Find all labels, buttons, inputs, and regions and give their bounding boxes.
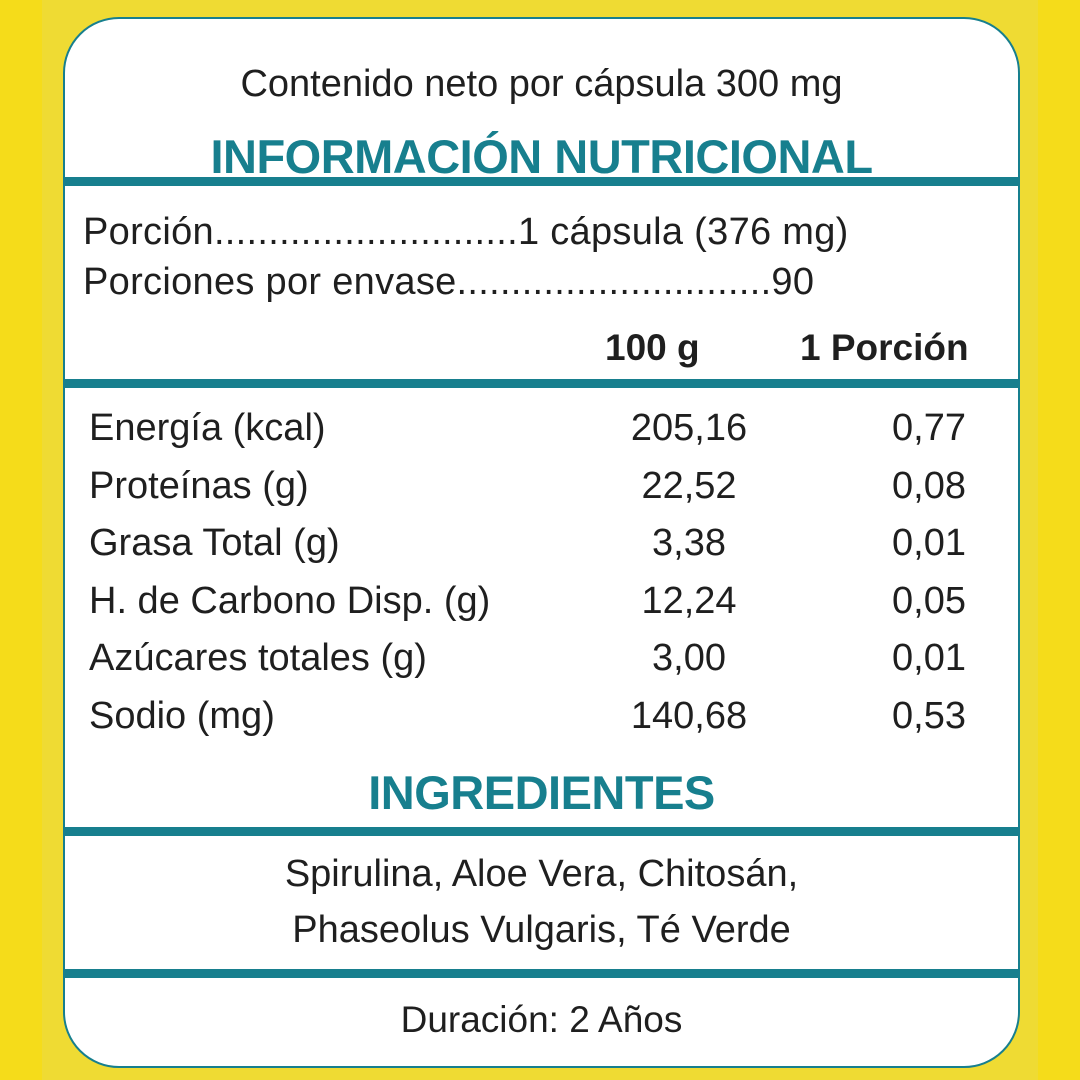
nutrient-label: Grasa Total (g) xyxy=(89,522,340,564)
divider xyxy=(65,969,1018,978)
table-row: Grasa Total (g) 3,38 0,01 xyxy=(89,522,1018,578)
table-row: H. de Carbono Disp. (g) 12,24 0,05 xyxy=(89,580,1018,636)
table-row: Sodio (mg) 140,68 0,53 xyxy=(89,695,1018,751)
value-per-100g: 140,68 xyxy=(630,694,748,737)
value-per-100g: 205,16 xyxy=(630,407,748,449)
divider xyxy=(65,379,1018,388)
value-per-portion: 0,08 xyxy=(892,464,966,507)
divider xyxy=(65,827,1018,836)
nutrient-label: Energía (kcal) xyxy=(89,407,326,449)
value-per-100g: 3,00 xyxy=(652,637,726,679)
label-title: INFORMACIÓN NUTRICIONAL xyxy=(210,130,873,183)
value-per-100g: 3,38 xyxy=(652,522,726,564)
portions-per-container: Porciones por envase....................… xyxy=(83,261,815,303)
column-header-100g: 100 g xyxy=(605,327,700,368)
nutrition-label: Contenido neto por cápsula 300 mg INFORM… xyxy=(63,17,1020,1068)
value-per-portion: 0,53 xyxy=(892,694,966,737)
table-row: Proteínas (g) 22,52 0,08 xyxy=(89,465,1018,521)
value-per-portion: 0,01 xyxy=(892,522,966,564)
value-per-portion: 0,05 xyxy=(892,579,966,622)
background-edge-left xyxy=(0,0,42,1080)
portion: Porción............................1 cáp… xyxy=(83,211,849,253)
ingredients-line-2: Phaseolus Vulgaris, Té Verde xyxy=(292,909,791,951)
column-header-portion: 1 Porción xyxy=(800,327,969,368)
background-edge-right xyxy=(1038,0,1080,1080)
ingredients-title: INGREDIENTES xyxy=(368,766,715,819)
value-per-100g: 12,24 xyxy=(641,579,737,622)
nutrient-label: H. de Carbono Disp. (g) xyxy=(89,579,491,622)
net-content: Contenido neto por cápsula 300 mg xyxy=(240,63,843,105)
value-per-100g: 22,52 xyxy=(641,464,737,507)
value-per-portion: 0,77 xyxy=(892,407,966,449)
ingredients-line-1: Spirulina, Aloe Vera, Chitosán, xyxy=(284,853,799,895)
nutrient-label: Proteínas (g) xyxy=(89,464,309,507)
nutrient-label: Sodio (mg) xyxy=(89,694,275,737)
table-row: Azúcares totales (g) 3,00 0,01 xyxy=(89,637,1018,693)
nutrient-label: Azúcares totales (g) xyxy=(89,637,427,679)
table-row: Energía (kcal) 205,16 0,77 xyxy=(89,407,1018,463)
divider xyxy=(65,177,1018,186)
duration: Duración: 2 Años xyxy=(400,999,683,1040)
value-per-portion: 0,01 xyxy=(892,637,966,679)
